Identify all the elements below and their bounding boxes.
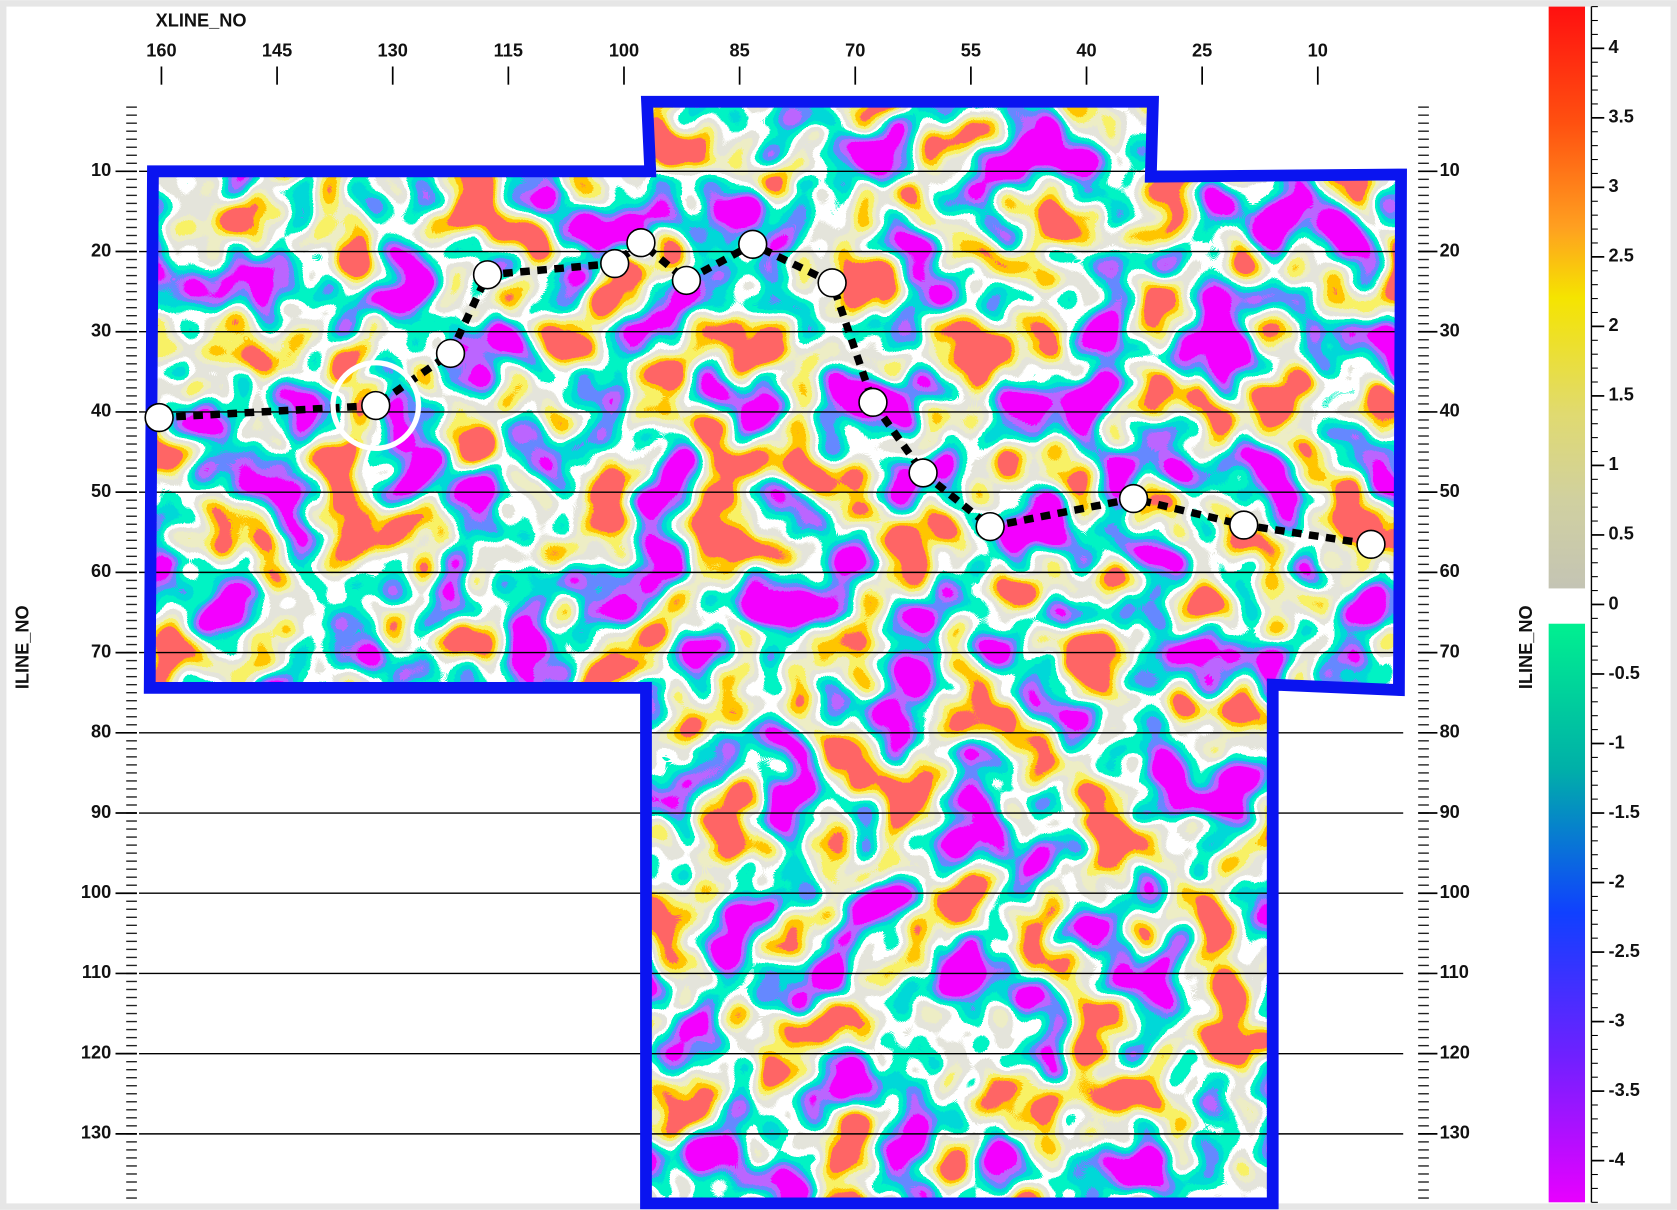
well-point (671, 265, 702, 296)
y-tick-label: 50 (91, 481, 111, 501)
x-tick-label: 85 (730, 40, 750, 60)
y-tick-label: 120 (81, 1042, 111, 1062)
y-tick-label-right: 10 (1440, 160, 1460, 180)
well-point (361, 390, 391, 421)
y-tick-label-right: 90 (1440, 802, 1460, 822)
well-point (626, 227, 656, 258)
colorbar-label: 1 (1609, 454, 1619, 474)
y-tick-label: 30 (91, 321, 111, 341)
x-tick-label: 55 (961, 40, 981, 60)
x-tick-label: 160 (146, 40, 176, 60)
x-tick-label: 145 (262, 40, 292, 60)
y-tick-label: 130 (81, 1123, 111, 1143)
x-tick-label: 100 (609, 40, 639, 60)
y-tick-label-right: 110 (1440, 962, 1469, 982)
colorbar-label: 0 (1609, 593, 1619, 613)
well-point (1118, 483, 1149, 514)
y-tick-label-right: 130 (1440, 1123, 1470, 1143)
colorbar-label: 2 (1609, 315, 1619, 335)
grid (139, 170, 1404, 1135)
colorbar-label: 1.5 (1609, 385, 1634, 405)
well-point (1356, 529, 1386, 560)
y-tick-label-right: 120 (1440, 1042, 1470, 1062)
colorbar-positive (1548, 6, 1586, 589)
colorbar-negative (1548, 623, 1586, 1203)
colorbar-label: 0.5 (1609, 524, 1634, 544)
well-point (144, 402, 174, 433)
well-point (858, 387, 888, 418)
y-tick-label-right: 50 (1440, 481, 1460, 501)
well-point (975, 511, 1005, 542)
well-point (908, 458, 938, 488)
highlight-ring (330, 360, 422, 451)
survey-outline (143, 95, 1407, 1210)
colorbar-label: 2.5 (1609, 246, 1634, 266)
y-tick-label-right: 20 (1440, 240, 1460, 260)
well-point (738, 229, 768, 260)
x-tick-label: 40 (1076, 40, 1096, 60)
colorbar-label: -3.5 (1609, 1080, 1640, 1100)
colorbar-label: -1.5 (1609, 802, 1640, 822)
y-tick-label-right: 30 (1440, 321, 1460, 341)
x-axis-title: XLINE_NO (156, 10, 247, 30)
colorbar-label: 4 (1609, 37, 1620, 57)
y-tick-label: 110 (82, 962, 111, 982)
well-point (1229, 510, 1259, 540)
y-tick-label: 70 (91, 641, 111, 661)
y-tick-label-right: 60 (1440, 561, 1460, 581)
x-tick-label: 25 (1192, 40, 1212, 60)
x-tick-label: 10 (1308, 40, 1328, 60)
well-point (817, 268, 847, 298)
colorbar-label: -4 (1609, 1149, 1626, 1169)
y-tick-label-right: 80 (1440, 722, 1460, 742)
x-tick-label: 115 (494, 40, 523, 60)
colorbar-label: -2.5 (1609, 941, 1640, 961)
x-tick-label: 70 (845, 40, 865, 60)
y-tick-label: 60 (91, 561, 111, 581)
y-axis-title: ILINE_NO (12, 605, 32, 689)
colorbar-label: 3 (1609, 176, 1619, 196)
y-tick-label: 20 (91, 240, 111, 260)
colorbar-label: 3.5 (1609, 107, 1634, 127)
y-tick-label: 80 (91, 722, 111, 742)
y-tick-label-right: 70 (1440, 641, 1460, 661)
colorbar-label: -2 (1609, 871, 1625, 891)
y-tick-label: 90 (91, 802, 111, 822)
well-point (600, 248, 630, 279)
y-tick-label: 40 (91, 401, 111, 421)
colorbar-label: -0.5 (1609, 663, 1640, 683)
y-tick-label-right: 40 (1440, 401, 1460, 421)
well-point (472, 260, 503, 290)
y-tick-label: 100 (81, 882, 111, 902)
colorbar-label: -3 (1609, 1010, 1625, 1030)
colorbar-label: -1 (1609, 732, 1625, 752)
y-tick-label-right: 100 (1440, 882, 1470, 902)
x-tick-label: 130 (378, 40, 408, 60)
y-tick-label: 10 (91, 160, 111, 180)
well-point (435, 338, 466, 369)
y-axis-title-right: ILINE_NO (1516, 605, 1536, 689)
